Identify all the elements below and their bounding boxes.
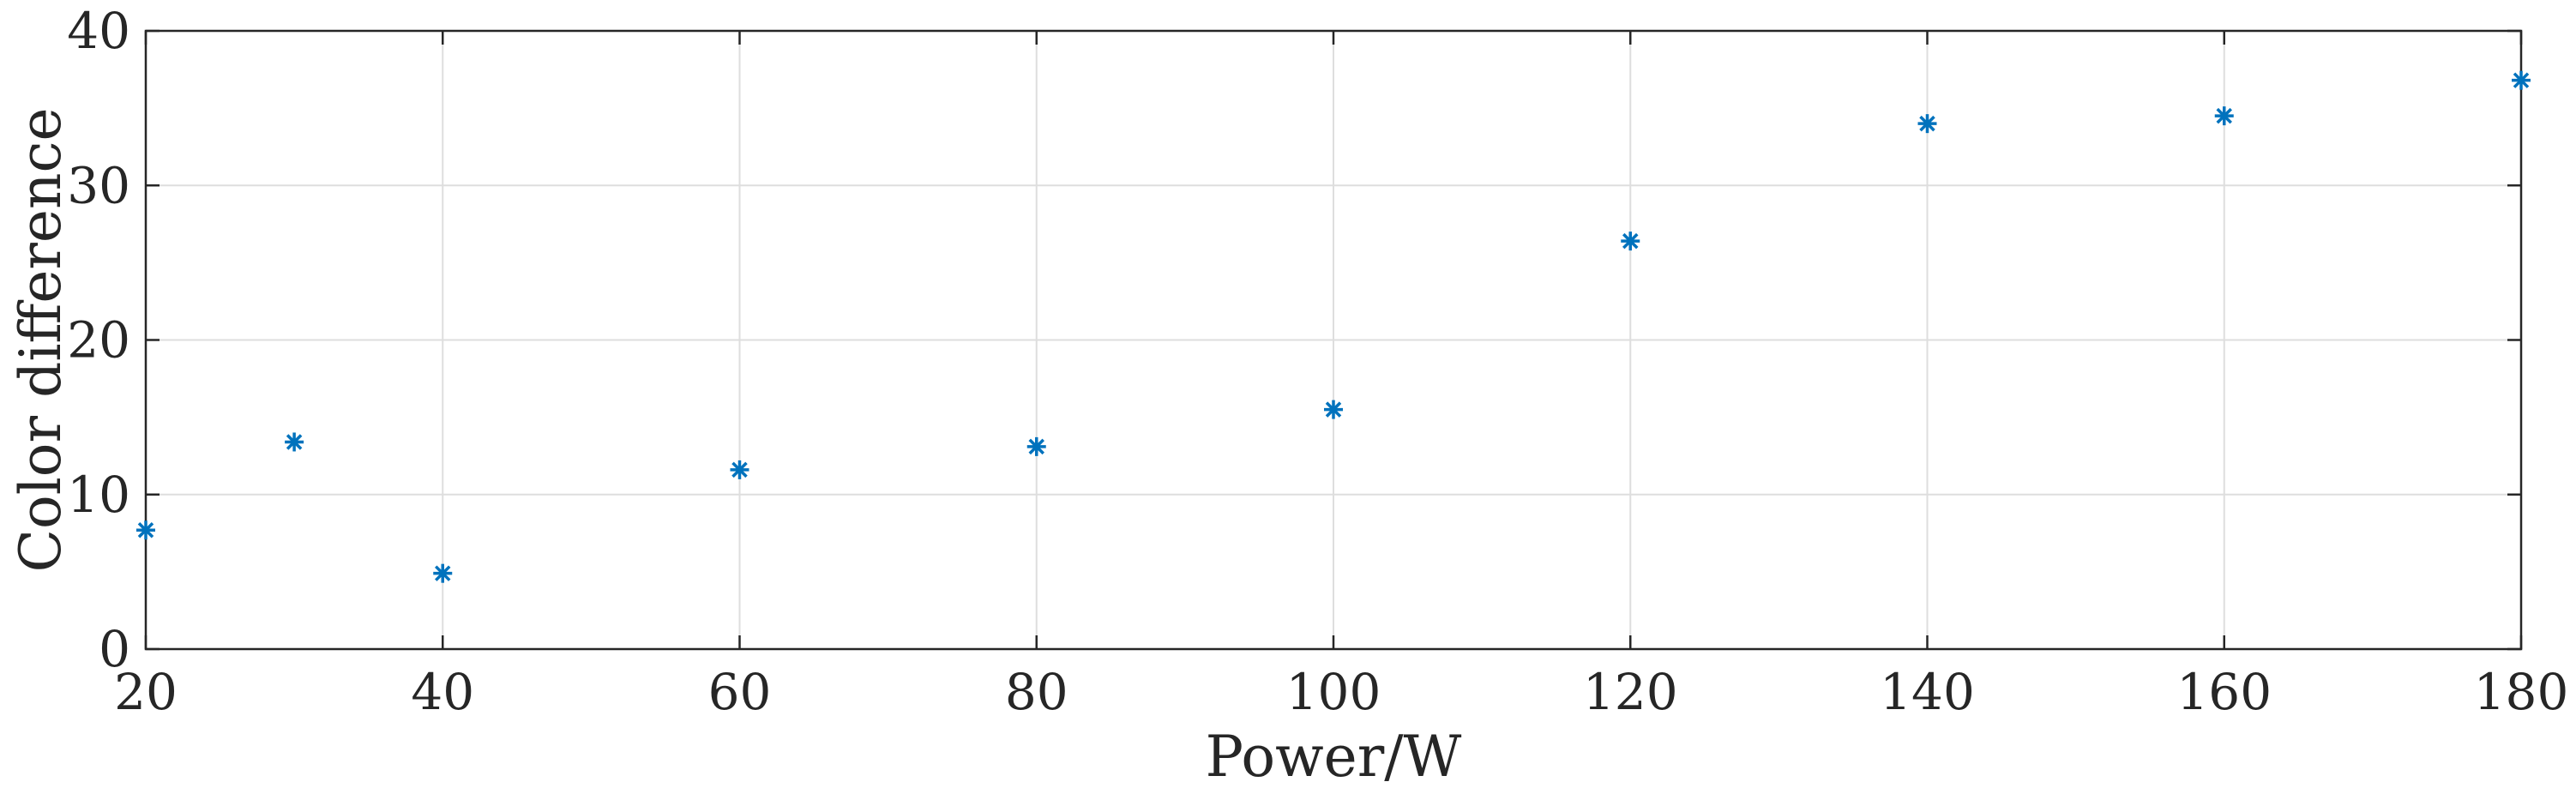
data-point (730, 460, 749, 479)
data-point (2512, 70, 2531, 90)
data-point (433, 563, 453, 583)
y-tick-label: 30 (67, 156, 130, 214)
data-point (136, 520, 155, 540)
y-tick-label: 0 (99, 620, 130, 678)
x-tick-label: 120 (1583, 663, 1678, 721)
data-point (1026, 436, 1046, 456)
y-tick-label: 10 (67, 466, 130, 524)
x-tick-label: 160 (2176, 663, 2272, 721)
data-points (136, 70, 2531, 583)
grid (145, 30, 2522, 650)
x-tick-label: 80 (1005, 663, 1068, 721)
data-point (2214, 106, 2234, 126)
y-tick-label: 20 (67, 311, 130, 370)
data-point (285, 432, 304, 452)
data-point (1621, 232, 1640, 251)
x-tick-label: 40 (411, 663, 474, 721)
data-point (1324, 400, 1343, 419)
y-tick-label: 40 (67, 2, 130, 60)
x-tick-label: 20 (114, 663, 178, 721)
x-tick-label: 140 (1880, 663, 1975, 721)
x-tick-label: 60 (708, 663, 772, 721)
data-point (1917, 114, 1937, 134)
axis-ticks: 20 40 60 80 100 120 140 160 180 0 10 20 30 40 (67, 2, 2568, 721)
x-tick-label: 100 (1286, 663, 1381, 721)
y-axis-label: Color difference (8, 107, 74, 572)
x-axis-label: Power/W (1206, 724, 1462, 790)
x-tick-label: 180 (2474, 663, 2569, 721)
